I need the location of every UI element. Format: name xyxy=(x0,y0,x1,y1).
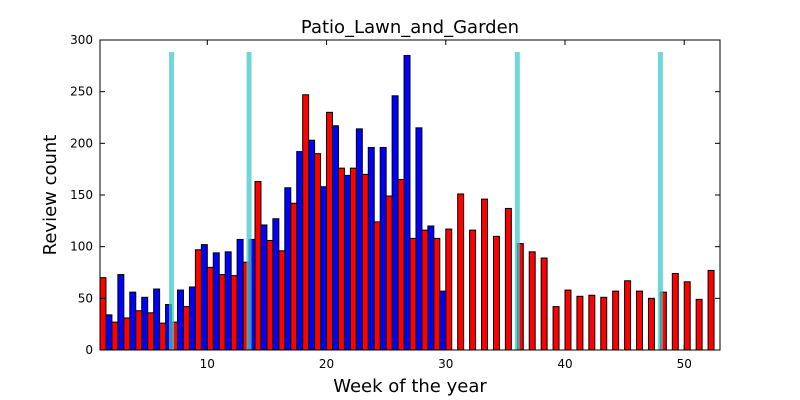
bar xyxy=(349,167,357,351)
bar xyxy=(552,306,560,351)
bar xyxy=(457,193,465,351)
bar xyxy=(147,312,155,351)
bar xyxy=(236,238,244,351)
bar xyxy=(481,198,489,351)
bar xyxy=(123,317,131,351)
bar xyxy=(272,218,280,351)
bar xyxy=(695,298,703,351)
bar xyxy=(218,274,226,351)
bar xyxy=(105,314,113,351)
y-tick-label: 100 xyxy=(70,240,93,254)
bar xyxy=(159,322,167,351)
bar xyxy=(194,249,202,351)
y-axis: 0 50 100 150 200 250 300 xyxy=(70,33,720,357)
bar xyxy=(326,111,334,351)
bar xyxy=(278,250,286,351)
bar xyxy=(504,207,512,351)
bar xyxy=(177,289,184,351)
x-tick-label: 10 xyxy=(200,357,215,371)
x-axis: 10 20 30 40 50 xyxy=(200,40,692,371)
bar xyxy=(182,306,190,351)
bar xyxy=(469,229,477,351)
x-tick-label: 50 xyxy=(677,357,692,371)
bar xyxy=(564,289,572,351)
bar xyxy=(320,186,328,351)
bar xyxy=(254,181,262,351)
x-tick-label: 40 xyxy=(557,357,572,371)
bar xyxy=(588,294,596,351)
chart-title: Patio_Lawn_and_Garden xyxy=(301,17,519,38)
bar xyxy=(445,228,453,351)
bar xyxy=(290,202,298,351)
bar xyxy=(135,310,143,351)
bar xyxy=(200,244,208,351)
bar xyxy=(397,179,405,351)
bar xyxy=(683,281,691,351)
bar xyxy=(266,239,274,351)
bar xyxy=(284,187,292,351)
bar xyxy=(433,237,441,351)
bar xyxy=(361,173,369,351)
bar xyxy=(224,251,232,351)
bar xyxy=(308,139,316,351)
x-axis-title: Week of the year xyxy=(333,376,487,397)
y-tick-label: 50 xyxy=(78,291,93,305)
bar xyxy=(636,290,643,351)
bar xyxy=(153,288,161,351)
bar xyxy=(332,125,339,351)
bar xyxy=(367,146,375,351)
bar xyxy=(492,235,500,351)
y-tick-label: 300 xyxy=(70,33,93,47)
bar xyxy=(421,229,429,351)
bar xyxy=(379,146,387,351)
bar xyxy=(212,252,220,351)
bar xyxy=(337,167,345,351)
bar xyxy=(206,266,214,351)
bar xyxy=(600,296,608,351)
bar xyxy=(141,296,149,351)
bar xyxy=(528,251,536,351)
bar xyxy=(576,295,584,351)
bar xyxy=(314,153,322,351)
bar xyxy=(99,277,107,351)
bar xyxy=(391,95,399,351)
y-tick-label: 250 xyxy=(70,85,93,99)
bar xyxy=(647,297,655,351)
y-tick-label: 150 xyxy=(70,188,93,202)
bar xyxy=(624,280,632,351)
bar xyxy=(188,286,196,351)
bar xyxy=(296,151,304,351)
bar xyxy=(409,237,417,351)
y-axis-title: Review count xyxy=(40,135,61,256)
x-tick-label: 30 xyxy=(438,357,453,371)
plot-area xyxy=(99,52,715,351)
bar xyxy=(612,290,620,351)
bar xyxy=(230,275,238,351)
bar xyxy=(373,221,381,351)
bar xyxy=(540,257,548,351)
bar xyxy=(302,94,310,351)
y-tick-label: 0 xyxy=(85,343,93,357)
bar xyxy=(427,225,435,351)
bar xyxy=(385,195,393,351)
bar xyxy=(671,273,679,351)
bar xyxy=(355,128,363,351)
bar xyxy=(117,274,125,351)
bar xyxy=(343,174,351,351)
bar xyxy=(129,291,137,351)
bar xyxy=(439,290,447,351)
bar xyxy=(111,321,119,351)
y-tick-label: 200 xyxy=(70,136,93,150)
bar xyxy=(415,127,423,351)
bar xyxy=(707,269,715,351)
x-tick-label: 20 xyxy=(319,357,334,371)
bar xyxy=(403,55,411,351)
bar xyxy=(260,224,268,351)
